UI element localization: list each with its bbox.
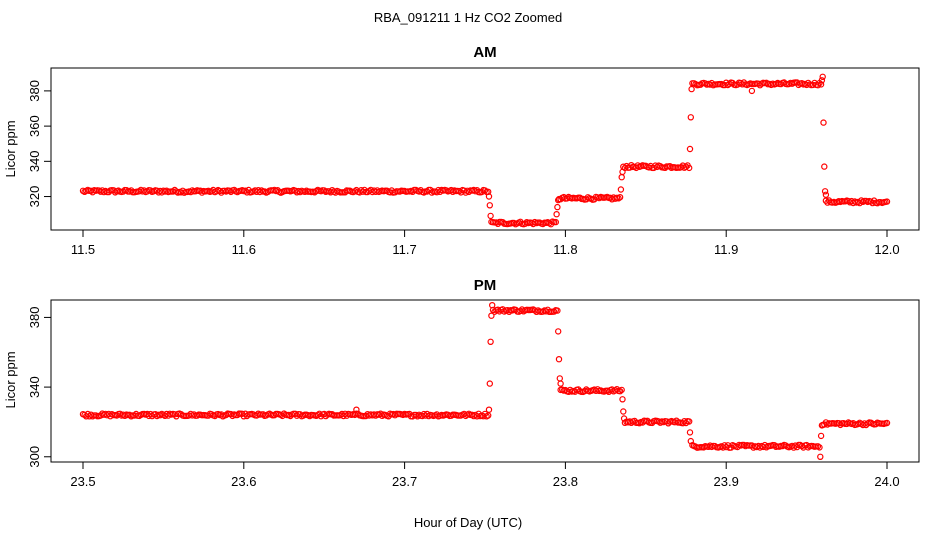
- data-point: [618, 173, 625, 181]
- data-points: [79, 73, 891, 228]
- data-point: [818, 77, 826, 84]
- data-point: [817, 81, 825, 88]
- x-tick-label: 23.6: [231, 474, 256, 489]
- data-point: [819, 73, 826, 81]
- data-point: [620, 415, 628, 422]
- data-point: [816, 444, 823, 451]
- data-point: [686, 418, 693, 425]
- data-point: [883, 419, 891, 427]
- y-tick-label: 380: [27, 307, 42, 329]
- data-point: [616, 193, 624, 201]
- data-point: [821, 188, 829, 195]
- data-point: [555, 328, 562, 335]
- data-point: [550, 308, 558, 315]
- y-tick-label: 340: [27, 150, 42, 172]
- x-axis: 23.5 23.6 23.7 23.8 23.9 24.0: [70, 462, 900, 489]
- data-point: [488, 312, 495, 319]
- panel-am: AM Licor ppm 11.5 11.6 11.7 11.8 11.9 12.0 32…: [3, 44, 920, 257]
- data-point: [620, 408, 627, 415]
- data-point: [616, 388, 624, 395]
- data-point: [686, 145, 694, 153]
- data-point: [817, 453, 824, 460]
- data-point: [817, 432, 825, 440]
- data-point: [485, 412, 492, 419]
- x-tick-label: 12.0: [874, 242, 899, 257]
- data-point: [481, 187, 489, 194]
- data-point: [682, 163, 690, 170]
- data-point: [687, 437, 695, 445]
- data-point: [756, 444, 764, 451]
- x-tick-label: 24.0: [874, 474, 899, 489]
- x-tick-label: 11.5: [71, 242, 95, 257]
- data-point: [687, 114, 695, 121]
- data-point: [487, 212, 494, 220]
- data-point: [487, 338, 494, 345]
- data-point: [688, 85, 695, 93]
- data-point: [554, 203, 561, 211]
- x-tick-label: 23.7: [392, 474, 417, 489]
- data-point: [485, 406, 493, 413]
- data-point: [619, 168, 626, 176]
- data-point: [353, 406, 360, 413]
- data-point: [489, 302, 496, 309]
- x-tick-label: 23.8: [553, 474, 578, 489]
- data-point: [883, 198, 891, 205]
- data-point: [818, 422, 826, 429]
- y-tick-label: 360: [27, 115, 42, 137]
- data-point: [618, 386, 625, 394]
- data-point: [485, 193, 493, 200]
- y-axis-label: Licor ppm: [3, 120, 18, 177]
- data-point: [619, 396, 626, 403]
- x-axis: 11.5 11.6 11.7 11.8 11.9 12.0: [71, 230, 900, 257]
- x-tick-label: 11.9: [714, 242, 738, 257]
- y-tick-label: 320: [27, 186, 42, 208]
- panel-title: AM: [473, 44, 496, 61]
- data-point: [821, 163, 828, 170]
- plot-frame: [50, 67, 920, 231]
- data-point: [552, 218, 560, 226]
- y-tick-label: 340: [27, 376, 42, 398]
- data-point: [486, 202, 493, 209]
- y-axis: 320 340 360 380: [27, 80, 51, 207]
- data-point: [686, 164, 693, 172]
- x-axis-label: Hour of Day (UTC): [414, 515, 522, 530]
- x-tick-label: 23.5: [70, 474, 95, 489]
- plot-frame: [50, 299, 920, 463]
- data-point: [686, 429, 694, 436]
- y-axis-label: Licor ppm: [3, 351, 18, 408]
- data-point: [557, 380, 564, 387]
- x-tick-label: 23.9: [714, 474, 739, 489]
- data-point: [556, 375, 564, 382]
- data-point: [553, 210, 560, 218]
- data-point: [820, 119, 827, 126]
- x-tick-label: 11.8: [553, 242, 577, 257]
- figure-title: RBA_091211 1 Hz CO2 Zoomed: [374, 10, 562, 25]
- data-point: [555, 356, 563, 363]
- y-axis: 300 340 380: [27, 307, 51, 468]
- data-point: [721, 442, 728, 449]
- data-point: [554, 307, 561, 314]
- data-point: [628, 161, 635, 169]
- panel-pm: PM Licor ppm 23.5 23.6 23.7 23.8 23.9 24.0 30…: [3, 277, 920, 489]
- data-point: [555, 196, 562, 204]
- x-tick-label: 11.7: [392, 242, 416, 257]
- data-point: [486, 380, 493, 387]
- y-tick-label: 300: [27, 446, 42, 468]
- panel-title: PM: [474, 277, 497, 294]
- data-point: [822, 191, 830, 198]
- data-point: [617, 186, 625, 193]
- data-point: [682, 419, 690, 427]
- data-point: [748, 87, 756, 95]
- y-tick-label: 380: [27, 80, 42, 102]
- data-points: [79, 302, 891, 460]
- x-tick-label: 11.6: [232, 242, 256, 257]
